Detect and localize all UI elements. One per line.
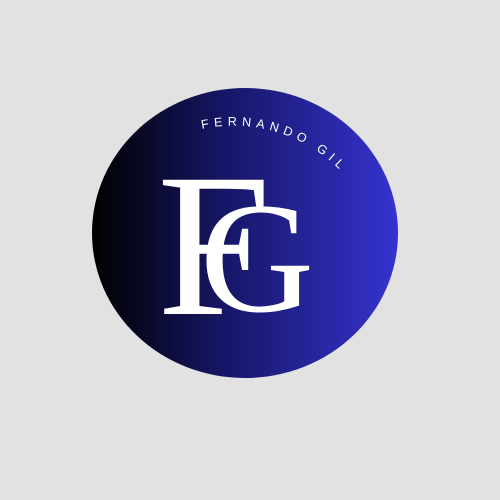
logo-badge: [92, 88, 398, 378]
monogram-letter-f: F: [157, 132, 271, 359]
monogram-letter-g: G: [200, 171, 314, 346]
